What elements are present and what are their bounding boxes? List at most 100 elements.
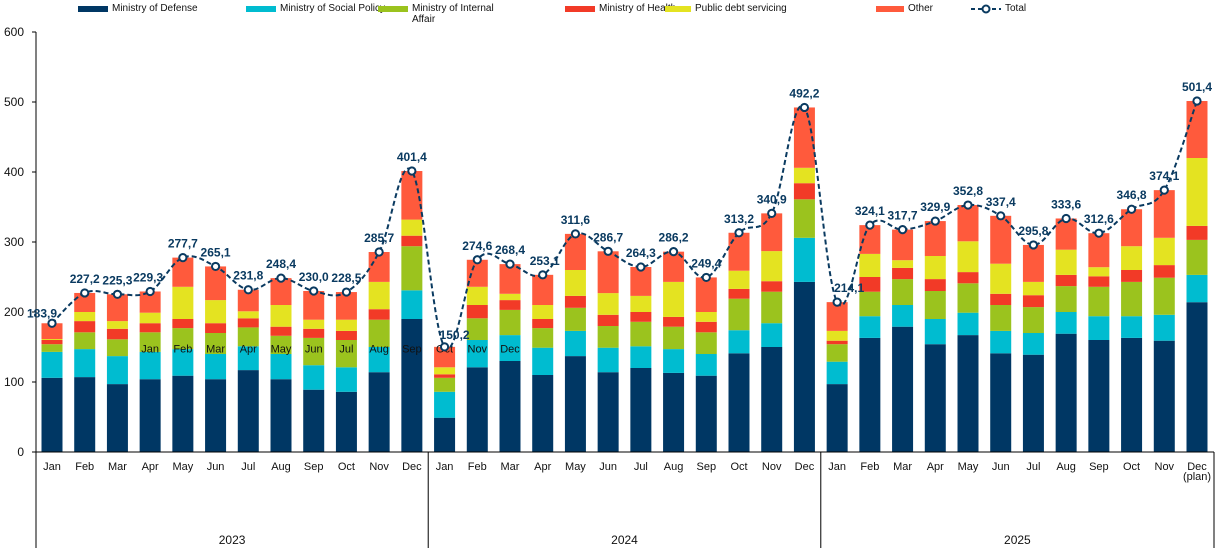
bar-segment-ministry-of-internal-affair [695, 332, 717, 354]
bar-segment-ministry-of-health [1055, 274, 1077, 287]
bar-segment-public-debt-servicing [1121, 246, 1143, 270]
total-point [1126, 204, 1137, 214]
total-point [996, 211, 1006, 221]
bar-segment-ministry-of-defense [728, 353, 750, 452]
total-point [1159, 185, 1169, 195]
bar-segment-public-debt-servicing [957, 241, 979, 273]
bar-segment-ministry-of-defense [466, 367, 488, 452]
total-point [309, 286, 319, 296]
legend-item-internal-affair: Ministry of Internal Affair [378, 3, 512, 25]
stray-month-label: Nov [468, 343, 488, 355]
total-point [407, 166, 417, 176]
x-tick-label: Aug [664, 461, 684, 473]
bar-segment-ministry-of-social-policy [1088, 316, 1110, 340]
bar-segment-other [401, 171, 423, 220]
bar-segment-other [761, 213, 783, 252]
bar-segment-ministry-of-defense [532, 375, 554, 452]
x-tick-label: Dec [795, 461, 815, 473]
legend-swatch-social-policy [246, 6, 276, 12]
x-tick-label: Apr [927, 461, 944, 473]
total-point [1094, 228, 1104, 238]
total-data-label: 230,0 [299, 270, 329, 284]
bar-segment-ministry-of-health [303, 328, 325, 338]
bar-segment-ministry-of-social-policy [990, 330, 1012, 354]
x-tick-label: Dec [1187, 461, 1207, 473]
total-data-label: 333,6 [1051, 197, 1081, 211]
bar-segment-ministry-of-social-policy [793, 237, 815, 282]
legend-label-defense: Ministry of Defense [112, 3, 198, 14]
x-tick-label: Jul [1026, 461, 1040, 473]
bar-segment-ministry-of-internal-affair [1186, 239, 1208, 275]
total-data-label: 274,6 [462, 239, 492, 253]
bar-segment-ministry-of-defense [564, 356, 586, 452]
bar-segment-ministry-of-social-policy [368, 347, 390, 373]
total-point [734, 228, 744, 238]
x-tick-label: Sep [696, 461, 716, 473]
bar-segment-ministry-of-social-policy [1055, 312, 1077, 334]
bar-segment-ministry-of-defense [270, 379, 292, 452]
bars [41, 101, 1208, 452]
total-data-label: 285,7 [364, 231, 394, 245]
bar-segment-ministry-of-defense [859, 337, 881, 452]
bar-segment-ministry-of-social-policy [663, 349, 685, 373]
x-tick-label: May [565, 461, 586, 473]
bar-segment-ministry-of-defense [368, 372, 390, 452]
y-tick-label: 100 [4, 375, 24, 389]
total-line-legend-icon [971, 3, 1001, 15]
bar-segment-other [106, 294, 128, 322]
legend-swatch-public-debt [665, 6, 691, 12]
bar-segment-other [74, 292, 96, 312]
bar-segment-ministry-of-defense [172, 375, 194, 452]
bar-segment-ministry-of-internal-affair [1022, 307, 1044, 333]
bar-segment-other [1186, 101, 1208, 158]
total-point [636, 262, 646, 272]
bar-segment-ministry-of-health [1022, 295, 1044, 308]
bar-segment-public-debt-servicing [728, 270, 750, 289]
bar-segment-public-debt-servicing [695, 312, 717, 322]
bar-segment-ministry-of-health [270, 326, 292, 336]
x-tick-label: Mar [108, 461, 127, 473]
total-point [210, 261, 221, 272]
bar-segment-ministry-of-social-policy [74, 349, 96, 378]
bar-segment-other [270, 278, 292, 305]
bar-segment-ministry-of-health [74, 321, 96, 333]
bar-segment-other [663, 251, 685, 282]
total-line-path [51, 100, 1198, 350]
bar-segment-ministry-of-defense [139, 379, 161, 452]
total-point [505, 259, 515, 269]
bar-segment-ministry-of-defense [663, 372, 685, 452]
total-data-label: 253,1 [530, 254, 560, 268]
x-tick-label: Jan [43, 461, 61, 473]
total-data-label: 229,3 [133, 270, 163, 284]
bar-segment-ministry-of-social-policy [237, 346, 259, 371]
total-point [276, 273, 286, 283]
stray-month-label: May [271, 343, 292, 355]
total-data-label: 183,9 [27, 306, 57, 320]
bar-segment-ministry-of-health [172, 319, 194, 329]
x-tick-label: Jan [828, 461, 846, 473]
bar-segment-ministry-of-social-policy [205, 354, 227, 380]
x-tick-label: Sep [1089, 461, 1109, 473]
bar-segment-ministry-of-defense [434, 417, 456, 452]
total-data-label: 248,4 [266, 257, 296, 271]
bar-segment-ministry-of-social-policy [532, 347, 554, 375]
bar-segment-ministry-of-internal-affair [957, 283, 979, 313]
bar-segment-ministry-of-internal-affair [1088, 286, 1110, 317]
total-point [1028, 240, 1039, 250]
bar-segment-other [924, 221, 946, 256]
x-tick-label: Jun [599, 461, 617, 473]
bar-segment-ministry-of-internal-affair [1121, 281, 1143, 317]
bar-segment-ministry-of-internal-affair [41, 344, 63, 352]
total-data-label: 346,8 [1117, 188, 1147, 202]
x-tick-label: Jun [207, 461, 225, 473]
x-tick-label: (plan) [1183, 471, 1211, 483]
legend-swatch-internal-affair [378, 6, 408, 12]
bar-segment-public-debt-servicing [1186, 158, 1208, 226]
x-tick-label: Nov [762, 461, 782, 473]
x-tick-label: Apr [534, 461, 551, 473]
bar-segment-other [41, 323, 63, 340]
bar-segment-public-debt-servicing [793, 167, 815, 184]
stray-month-label: Sep [402, 343, 422, 355]
bar-segment-public-debt-servicing [826, 330, 848, 341]
total-data-label: 227,2 [70, 272, 100, 286]
